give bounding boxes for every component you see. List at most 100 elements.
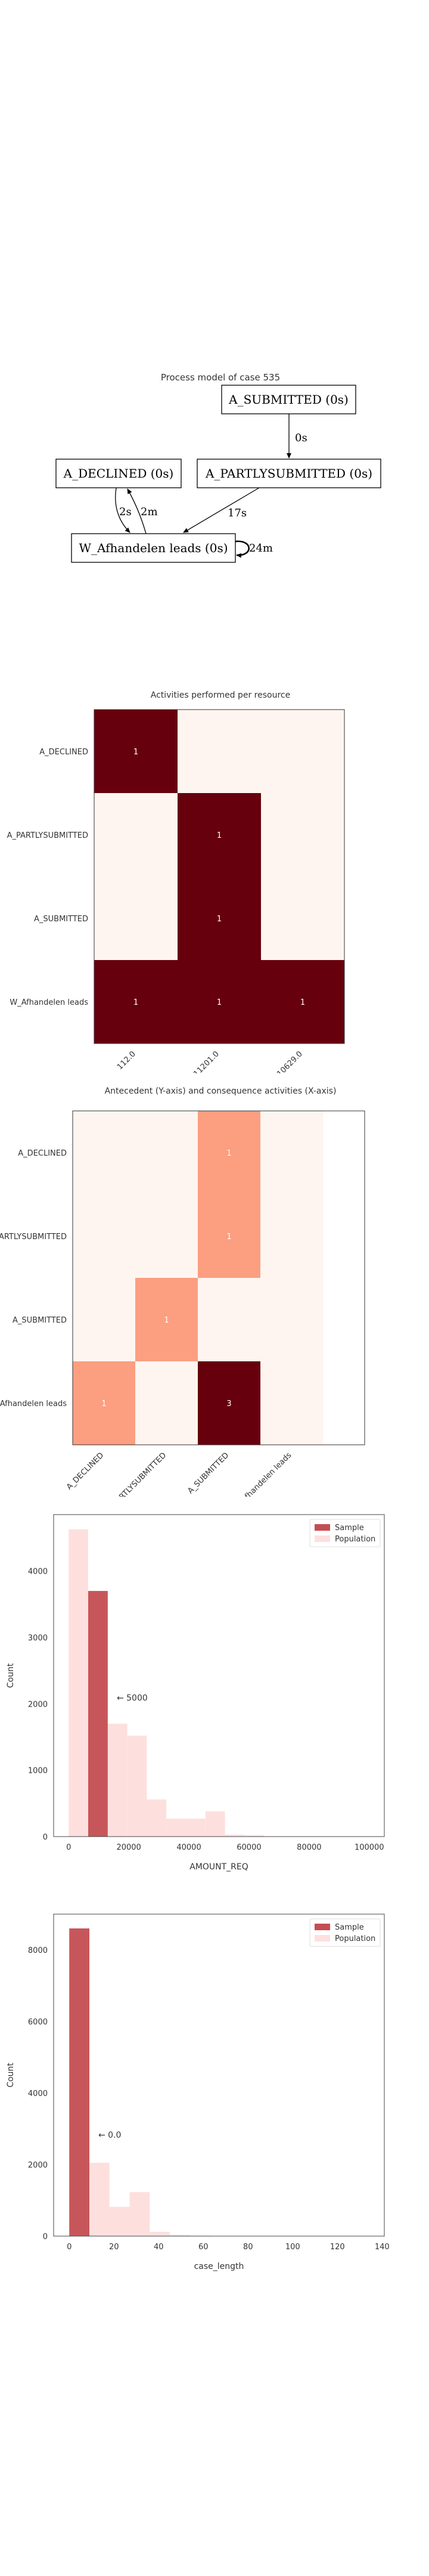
heatmap-cell [198,1111,261,1195]
population-bar [127,1735,147,1837]
resource-heatmap-title: Activities performed per resource [151,691,290,700]
population-bar [107,1723,128,1837]
heatmap-cell-value: 1 [164,1316,169,1325]
heatmap-cell [94,710,178,794]
population-bar [109,2206,130,2236]
heatmap-row-label: A_PARTLYSUBMITTED [7,831,88,840]
x-tick-label: 120 [330,2243,345,2252]
heatmap-row-label: A_PARTLYSUBMITTED [0,1233,67,1241]
x-tick-label: 80000 [297,1843,321,1852]
population-bar [166,1818,186,1837]
heatmap-cell [135,1278,198,1362]
heatmap-cell [178,710,262,794]
heatmap-cell [260,1111,324,1195]
amount-req-histogram: 0 20000 40000 60000 80000 100000 0 1000 2000 3000… [6,1514,385,1872]
x-tick-label: 0 [66,1843,71,1852]
svg-text:A_PARTLYSUBMITTED (0s): A_PARTLYSUBMITTED (0s) [205,466,372,481]
heatmap-cell [261,793,345,877]
heatmap-cell [135,1111,198,1195]
y-tick-label: 0 [43,1833,48,1842]
legend-label-population: Population [335,1535,375,1544]
heatmap-col-label: A_SUBMITTED [186,1451,231,1496]
heatmap-cell-value: 1 [226,1149,231,1158]
heatmap-cell [94,793,178,877]
heatmap-row-label: W_Afhandelen leads [0,1400,67,1408]
svg-text:2m: 2m [141,506,158,518]
heatmap-frame [72,1110,365,1445]
heatmap-cell [135,1194,198,1278]
x-axis-label: AMOUNT_REQ [189,1862,248,1872]
sample-bar [88,1591,108,1837]
population-bar [186,1818,206,1837]
heatmap-col-label: A_PARTLYSUBMITTED [104,1451,168,1497]
edge-afhandelen-self-loop: 24m [235,540,273,558]
x-tick-label: 100 [285,2243,300,2252]
x-tick-label: 140 [375,2243,390,2252]
plot-frame [53,1514,385,1837]
population-bar [129,2192,150,2236]
case-length-histogram-panel: 0 20 40 60 80 100 120 140 0 2000 4000 6000 8000 case_… [0,1902,429,2284]
edge-submitted-to-partlysubmitted: 0s [287,414,307,459]
edge-partlysubmitted-to-afhandelen: 17s [183,487,260,533]
x-tick-label: 0 [67,2243,72,2252]
heatmap-cell-value: 3 [226,1400,231,1408]
heatmap-cell [94,960,178,1044]
heatmap-cell [261,877,345,961]
y-tick-label: 4000 [28,1568,48,1577]
process-model-title: Process model of case 535 [161,372,280,383]
svg-text:A_DECLINED (0s): A_DECLINED (0s) [63,466,174,481]
legend-swatch-population [315,1535,330,1542]
annotation: ← 5000 [117,1693,148,1703]
node-a-declined: A_DECLINED (0s) [55,459,182,488]
heatmap-cell [260,1194,324,1278]
heatmap-cell [73,1111,136,1195]
heatmap-cell-value: 1 [226,1233,231,1241]
population-bar [244,1835,265,1837]
heatmap-cell [94,877,178,961]
heatmap-cell [261,960,345,1044]
x-tick-label: 40 [154,2243,164,2252]
heatmap-frame [94,709,345,1044]
heatmap-cell [178,793,262,877]
heatmap-cell-value: 1 [133,998,138,1007]
svg-text:2s: 2s [119,506,132,518]
node-w-afhandelen: W_Afhandelen leads (0s) [71,533,236,563]
svg-text:A_SUBMITTED (0s): A_SUBMITTED (0s) [228,392,349,407]
x-tick-label: 100000 [355,1843,384,1852]
svg-text:24m: 24m [249,542,273,555]
y-axis-label: Count [6,1663,15,1688]
legend-swatch-sample [315,1924,330,1930]
edge-declined-to-afhandelen: 2s [115,487,132,533]
node-a-submitted: A_SUBMITTED (0s) [221,385,356,414]
population-bar [170,2235,190,2236]
heatmap-cell-value: 1 [217,831,222,840]
x-tick-label: 60 [198,2243,209,2252]
heatmap-cell [73,1361,136,1445]
amount-req-histogram-panel: 0 20000 40000 60000 80000 100000 0 1000 2000 3000… [0,1503,429,1884]
heatmap-row-label: A_SUBMITTED [13,1316,67,1325]
heatmap-cell [261,710,345,794]
population-bar [205,1811,225,1837]
y-tick-label: 4000 [28,2089,48,2098]
process-model-svg: Process model of case 535 A_SUBMITTED (0… [55,372,381,563]
transition-heatmap-title: Antecedent (Y-axis) and consequence acti… [105,1086,337,1096]
case-length-histogram: 0 20 40 60 80 100 120 140 0 2000 4000 6000 8000 case_… [6,1914,390,2271]
x-tick-label: 80 [243,2243,253,2252]
legend-swatch-population [315,1935,330,1942]
heatmap-cell [198,1194,261,1278]
legend-label-sample: Sample [335,1524,364,1532]
heatmap-row-label: A_SUBMITTED [34,915,88,924]
transition-heatmap-panel: Antecedent (Y-axis) and consequence acti… [0,1079,429,1515]
heatmap-col-label: 11201.0 [192,1049,221,1073]
x-axis-label: case_length [194,2262,244,2271]
heatmap-cell-value: 1 [300,998,305,1007]
heatmap-cell [178,960,262,1044]
y-tick-label: 2000 [28,1700,48,1709]
x-tick-label: 20000 [116,1843,141,1852]
heatmap-cell [73,1194,136,1278]
plot-frame [53,1914,385,2237]
y-tick-label: 8000 [28,1946,48,1955]
heatmap-col-label: A_DECLINED [65,1451,105,1491]
